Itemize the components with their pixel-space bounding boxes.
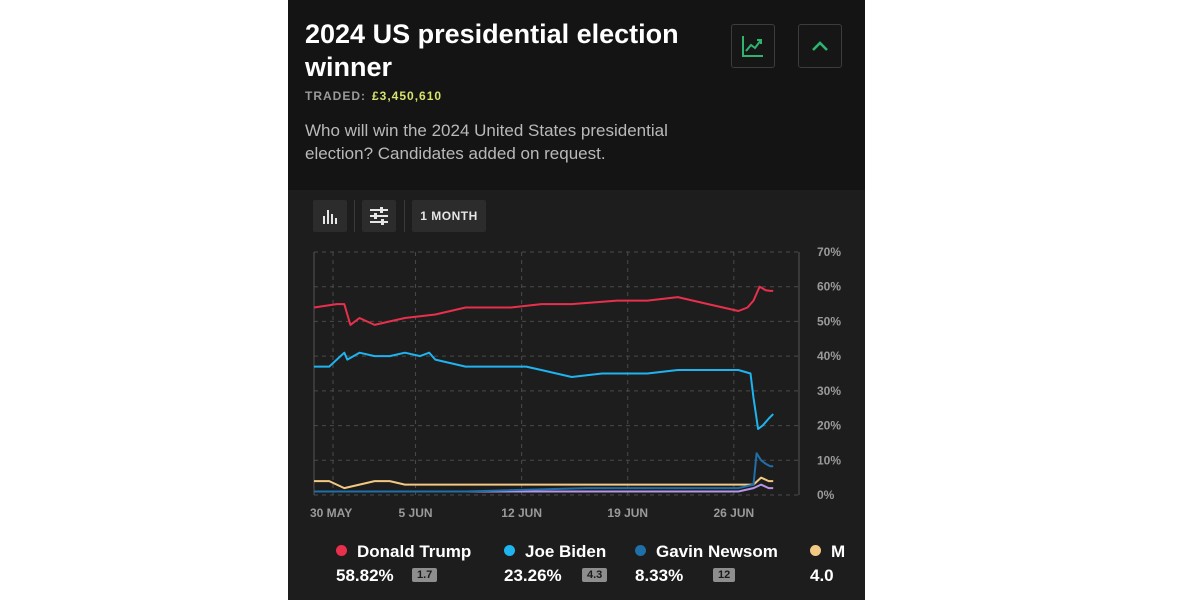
series-line-joe-biden — [314, 351, 774, 430]
chart-view-button[interactable] — [731, 24, 775, 68]
candidate-percent: 8.33% — [635, 566, 684, 585]
y-tick-label: 70% — [817, 245, 841, 259]
market-description: Who will win the 2024 United States pres… — [305, 121, 668, 163]
legend-color-dot — [635, 545, 646, 556]
market-header: 2024 US presidential election winner TRA… — [288, 0, 865, 190]
series-line-gavin-newsom — [314, 452, 774, 493]
y-tick-label: 0% — [817, 488, 835, 502]
legend-color-dot — [810, 545, 821, 556]
sliders-icon — [370, 207, 388, 225]
candidate-name: Gavin Newsom — [656, 542, 778, 561]
traded-info: TRADED: £3,450,610 — [305, 89, 442, 103]
y-axis-labels: 70% 60% 50% 40% 30% 20% 10% 0% — [817, 245, 841, 502]
time-range-button[interactable]: 1 MONTH — [412, 200, 486, 232]
candidate-name: M — [831, 542, 846, 561]
filter-button[interactable] — [362, 200, 396, 232]
price-history-chart: 70% 60% 50% 40% 30% 20% 10% 0% 30 MAY 5 JUN 12 JU… — [310, 245, 841, 520]
legend-candidate-name: Gavin Newsom — [635, 542, 778, 562]
candidate-percent: 23.26% — [504, 566, 562, 585]
toolbar-divider — [404, 200, 405, 232]
legend-candidate-name: Donald Trump — [336, 542, 471, 562]
chart-series — [313, 285, 774, 493]
market-title: 2024 US presidential election winner — [305, 19, 679, 82]
y-tick-label: 30% — [817, 384, 841, 398]
time-range-label: 1 MONTH — [420, 209, 478, 223]
y-tick-label: 40% — [817, 349, 841, 363]
y-tick-label: 60% — [817, 280, 841, 294]
series-line-donald-trump — [313, 285, 774, 326]
y-tick-label: 20% — [817, 419, 841, 433]
x-tick-label: 12 JUN — [501, 506, 542, 520]
candidate-name: Joe Biden — [525, 542, 607, 561]
legend-candidate-name: M — [810, 542, 845, 562]
chevron-up-icon — [812, 41, 828, 51]
x-tick-label: 30 MAY — [310, 506, 352, 520]
legend-color-dot — [336, 545, 347, 556]
line-chart-icon — [742, 36, 763, 57]
x-tick-label: 5 JUN — [399, 506, 433, 520]
odds-badge: 4.3 — [582, 568, 608, 582]
odds-badge: 1.7 — [412, 568, 438, 582]
y-tick-label: 50% — [817, 314, 841, 328]
chart-area: 1 MONTH — [288, 190, 865, 600]
x-tick-label: 26 JUN — [713, 506, 754, 520]
collapse-button[interactable] — [798, 24, 842, 68]
candidate-percent: 4.0 — [810, 566, 834, 585]
bar-chart-icon — [323, 210, 337, 224]
series-line-michelle-obama — [314, 476, 774, 490]
chart-type-button[interactable] — [313, 200, 347, 232]
y-tick-label: 10% — [817, 453, 841, 467]
legend-color-dot — [504, 545, 515, 556]
candidate-percent: 58.82% — [336, 566, 394, 585]
candidate-name: Donald Trump — [357, 542, 472, 561]
x-axis-labels: 30 MAY 5 JUN 12 JUN 19 JUN 26 JUN — [310, 506, 754, 520]
chart-grid — [313, 251, 800, 496]
odds-badge: 12 — [713, 568, 736, 582]
traded-amount: £3,450,610 — [372, 89, 443, 103]
toolbar-divider — [354, 200, 355, 232]
legend-candidate-name: Joe Biden — [504, 542, 606, 562]
traded-label: TRADED: — [305, 89, 366, 103]
x-tick-label: 19 JUN — [607, 506, 648, 520]
market-panel: 2024 US presidential election winner TRA… — [288, 0, 865, 600]
